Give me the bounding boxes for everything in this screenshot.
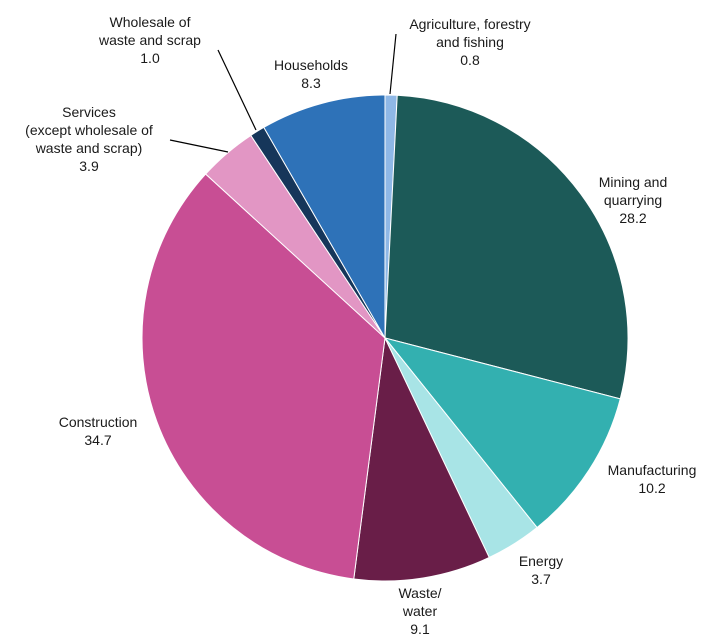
slice-name: Mining and [599, 174, 668, 190]
slice-name: and fishing [436, 34, 504, 50]
pie-slice [353, 336, 490, 582]
slice-value: 8.3 [301, 75, 321, 91]
slice-name: quarrying [604, 192, 662, 208]
slice-value: 0.8 [460, 52, 480, 68]
slice-name: Energy [519, 553, 563, 569]
slice-label: Households 8.3 [274, 57, 348, 91]
slice-value: 1.0 [140, 50, 160, 66]
slice-name: Services [62, 104, 116, 120]
slice-label: Wholesale of waste and scrap 1.0 [98, 14, 201, 66]
slice-name: Agriculture, forestry [409, 16, 530, 32]
slice-label: Manufacturing 10.2 [608, 462, 697, 496]
slice-name: Households [274, 57, 348, 73]
pie-slice [383, 337, 621, 529]
slice-name: Waste/ [398, 585, 441, 601]
slice-value: 28.2 [619, 210, 646, 226]
slice-name: waste and scrap [98, 32, 201, 48]
slice-name: (except wholesale of [25, 122, 153, 138]
slice-name: waste and scrap) [35, 140, 143, 156]
slice-label: Services (except wholesale of waste and sc… [25, 104, 153, 174]
slice-name: Construction [59, 414, 138, 430]
pie-slice [141, 173, 386, 580]
slice-name: Manufacturing [608, 462, 697, 478]
slice-value: 34.7 [84, 432, 111, 448]
leader-line [389, 33, 397, 95]
slice-value: 3.9 [79, 158, 99, 174]
pie-slices [141, 94, 629, 582]
slice-label: Waste/water 9.1 [398, 585, 441, 637]
slice-value: 10.2 [638, 480, 665, 496]
slice-name: Wholesale of [110, 14, 191, 30]
slice-label: Construction 34.7 [59, 414, 138, 448]
slice-label: Energy 3.7 [519, 553, 563, 587]
slice-value: 3.7 [531, 571, 551, 587]
slice-label: Agriculture, forestry and fishing 0.8 [409, 16, 530, 68]
slice-label: Mining and quarrying 28.2 [599, 174, 668, 226]
leader-line [169, 139, 229, 153]
slice-value: 9.1 [410, 621, 430, 637]
leader-line [217, 49, 257, 131]
pie-slice [384, 94, 629, 400]
leader-lines [169, 33, 397, 153]
pie-slice [263, 94, 386, 340]
slice-name: water [402, 603, 438, 619]
slice-labels: Agriculture, forestry and fishing 0.8 Minin… [25, 14, 696, 637]
